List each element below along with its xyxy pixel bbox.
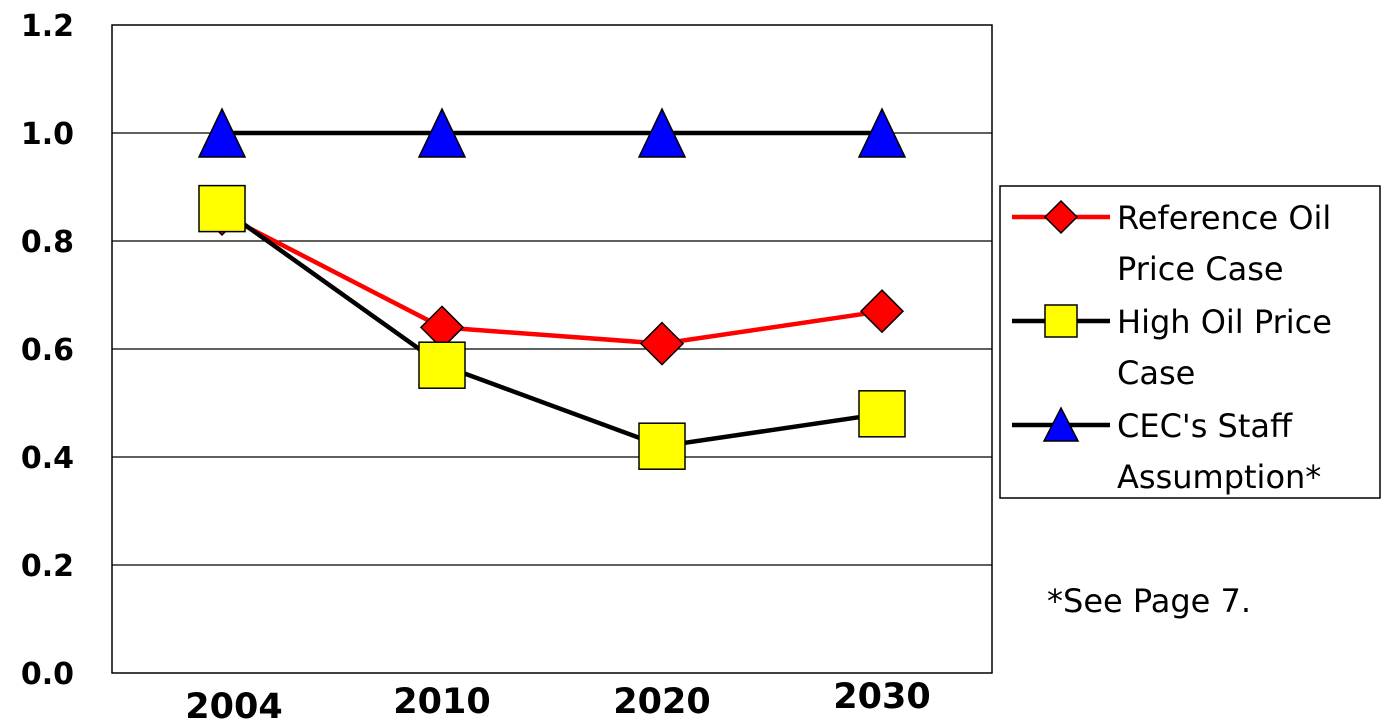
triangle-data-point bbox=[857, 107, 907, 158]
legend: Reference Oil Price Case High Oil Price Cas… bbox=[999, 185, 1381, 499]
legend-entry-high-oil-price-case: High Oil Price Case bbox=[1012, 303, 1332, 392]
legend-entry-cec-s-staff-assumption: CEC's Staff Assumption* bbox=[1012, 406, 1321, 496]
legend-box bbox=[999, 185, 1381, 499]
legend-label: Case bbox=[1117, 354, 1195, 392]
series-cec-s-staff-assumption bbox=[197, 107, 907, 158]
legend-marker bbox=[1043, 199, 1079, 235]
x-tick-label: 2004 bbox=[185, 687, 282, 721]
series-layer bbox=[197, 107, 907, 470]
y-tick-label: 0.8 bbox=[21, 225, 74, 260]
square-data-point bbox=[638, 422, 686, 470]
y-tick-label: 0.2 bbox=[21, 549, 74, 584]
y-tick-label: 0.4 bbox=[21, 441, 74, 476]
legend-marker bbox=[1042, 406, 1080, 442]
y-tick-label: 1.2 bbox=[21, 9, 74, 44]
series-high-oil-price-case bbox=[198, 184, 906, 470]
legend-label: CEC's Staff bbox=[1117, 407, 1293, 445]
footnote-text: *See Page 7. bbox=[1047, 582, 1251, 620]
y-axis-tick-labels: 0.0 0.2 0.4 0.6 0.8 1.0 1.2 bbox=[21, 9, 74, 692]
y-tick-label: 1.0 bbox=[21, 117, 74, 152]
legend-marker bbox=[1044, 304, 1078, 338]
x-tick-label: 2010 bbox=[393, 682, 490, 721]
legend-label: Reference Oil bbox=[1117, 199, 1331, 237]
legend-label: Price Case bbox=[1117, 250, 1284, 288]
square-data-point bbox=[198, 184, 246, 233]
x-tick-label: 2020 bbox=[613, 682, 710, 721]
series-line bbox=[220, 206, 883, 449]
square-data-point bbox=[858, 390, 906, 438]
x-tick-label: 2030 bbox=[833, 677, 930, 717]
diamond-data-point bbox=[639, 321, 685, 366]
x-axis-tick-labels: 2004 2010 2020 2030 bbox=[185, 677, 930, 725]
legend-entry-reference-oil-price-case: Reference Oil Price Case bbox=[1012, 199, 1331, 288]
triangle-data-point bbox=[197, 107, 247, 158]
y-tick-label: 0.0 bbox=[21, 657, 74, 692]
square-data-point bbox=[418, 341, 466, 389]
triangle-data-point bbox=[417, 107, 467, 158]
legend-label: Assumption* bbox=[1117, 458, 1321, 496]
annotations: *See Page 7. bbox=[1047, 582, 1251, 620]
triangle-data-point bbox=[637, 107, 687, 158]
y-tick-label: 0.6 bbox=[21, 333, 74, 368]
series-line bbox=[220, 212, 883, 346]
diamond-data-point bbox=[859, 289, 905, 334]
legend-label: High Oil Price bbox=[1117, 303, 1332, 341]
